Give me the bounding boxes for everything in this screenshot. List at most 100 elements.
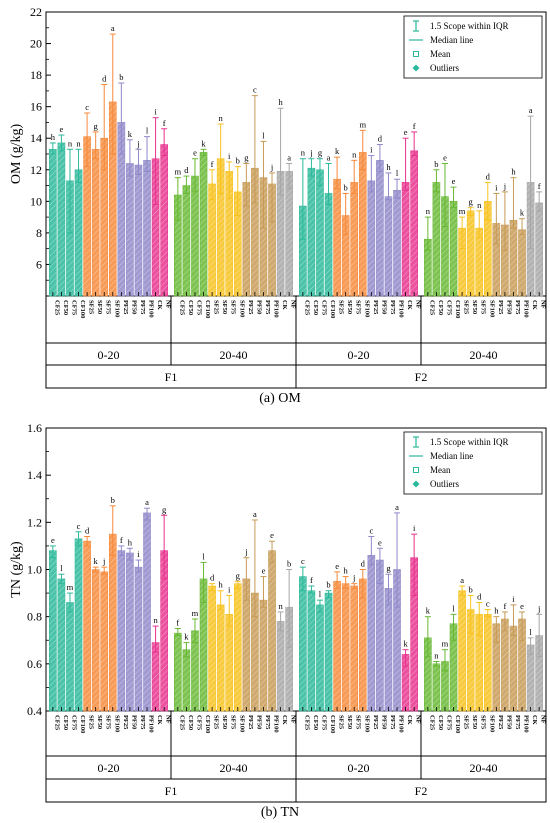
significance-letter: a [460, 575, 464, 585]
x-tick-label: PF75 [139, 300, 146, 315]
bar-hatch [285, 607, 293, 711]
bar-hatch [350, 182, 358, 296]
x-tick-label: CF75 [70, 300, 77, 316]
x-tick-label: NF [290, 300, 297, 309]
x-tick-label: SF25 [338, 715, 345, 730]
x-tick-label: PF100 [148, 300, 155, 318]
depth-label: 0-20 [348, 348, 370, 362]
x-tick-label: CF25 [428, 715, 435, 731]
x-tick-label: PF50 [380, 300, 387, 314]
bar-hatch [484, 614, 492, 711]
significance-letter: b [236, 156, 240, 166]
x-tick-label: PF25 [122, 715, 129, 730]
significance-letter: f [176, 617, 179, 627]
significance-letter: j [537, 603, 540, 613]
significance-letter: j [503, 181, 506, 191]
significance-letter: c [253, 85, 257, 95]
significance-letter: n [68, 138, 73, 148]
significance-letter: i [137, 549, 140, 559]
significance-letter: f [163, 118, 166, 128]
bar-hatch [424, 637, 432, 711]
significance-letter: g [386, 563, 391, 573]
x-tick-label: PF50 [130, 300, 137, 314]
x-tick-label: CF25 [303, 715, 310, 731]
bar-hatch [467, 210, 475, 296]
legend-label: Outliers [430, 63, 459, 73]
bar-hatch [100, 571, 108, 711]
x-tick-label: SF25 [213, 300, 220, 315]
x-tick-label: PF25 [497, 300, 504, 315]
significance-letter: d [486, 171, 491, 181]
x-tick-label: CK [156, 300, 163, 310]
bar-hatch [509, 220, 517, 296]
bar-hatch [259, 177, 267, 296]
x-tick-label: SF100 [363, 715, 370, 732]
significance-letter: g [469, 197, 474, 207]
bar-hatch [126, 163, 134, 296]
significance-letter: n [76, 138, 81, 148]
x-tick-label: PF25 [122, 300, 129, 315]
depth-label: 20-40 [470, 761, 498, 775]
significance-letter: g [162, 504, 167, 514]
x-tick-label: CF50 [62, 300, 69, 315]
x-tick-label: NF [415, 300, 422, 309]
bar-hatch [402, 654, 410, 711]
x-tick-label: PF75 [264, 715, 271, 730]
significance-letter: e [378, 537, 382, 547]
significance-letter: g [236, 570, 241, 580]
x-tick-label: PF50 [505, 715, 512, 729]
significance-letter: a [287, 152, 291, 162]
significance-letter: h [386, 162, 391, 172]
bar-hatch [152, 642, 160, 711]
outlier-diamond-icon [412, 64, 420, 72]
depth-label: 0-20 [348, 761, 370, 775]
x-tick-label: PF100 [148, 715, 155, 733]
significance-letter: b [119, 72, 123, 82]
x-tick-label: CF100 [329, 300, 336, 318]
bar-hatch [527, 644, 535, 711]
bar-hatch [277, 171, 285, 296]
significance-letter: m [67, 582, 74, 592]
legend-label: Mean [430, 49, 451, 59]
significance-letter: b [434, 159, 438, 169]
significance-letter: e [404, 127, 408, 137]
bar-hatch [200, 578, 208, 711]
bar-hatch [225, 614, 233, 711]
y-tick-label: 6 [36, 257, 42, 271]
bar-hatch [316, 169, 324, 296]
significance-letter: b [111, 495, 115, 505]
significance-letter: b [287, 559, 291, 569]
bar-hatch [424, 239, 432, 296]
bar-hatch [57, 142, 65, 296]
x-tick-label: SF25 [88, 300, 95, 315]
bar-hatch [143, 512, 151, 711]
significance-letter: l [146, 126, 149, 136]
x-tick-label: PF50 [380, 715, 387, 729]
bar-hatch [509, 626, 517, 711]
significance-letter: l [529, 627, 532, 637]
y-tick-label: 0.4 [27, 704, 42, 718]
bar-hatch [49, 550, 57, 711]
x-tick-label: PF25 [372, 715, 379, 730]
x-tick-label: NF [540, 300, 547, 309]
x-tick-label: CK [156, 715, 163, 725]
x-tick-label: CK [531, 300, 538, 310]
bar-hatch [66, 602, 74, 711]
significance-letter: m [359, 119, 366, 129]
bar-hatch [66, 180, 74, 296]
x-tick-label: PF75 [139, 715, 146, 730]
significance-letter: b [344, 182, 348, 192]
significance-letter: i [154, 107, 157, 117]
x-tick-label: PF25 [247, 300, 254, 315]
x-tick-label: PF50 [505, 300, 512, 314]
bar-hatch [518, 619, 526, 711]
bar-hatch [307, 590, 315, 711]
bar-hatch [501, 225, 509, 296]
significance-letter: m [175, 167, 182, 177]
x-tick-label: CF25 [53, 300, 60, 316]
bar-hatch [376, 160, 384, 296]
x-tick-label: CF75 [445, 715, 452, 731]
significance-letter: j [244, 547, 247, 557]
depth-label: 0-20 [98, 761, 120, 775]
bar-hatch [109, 101, 117, 296]
